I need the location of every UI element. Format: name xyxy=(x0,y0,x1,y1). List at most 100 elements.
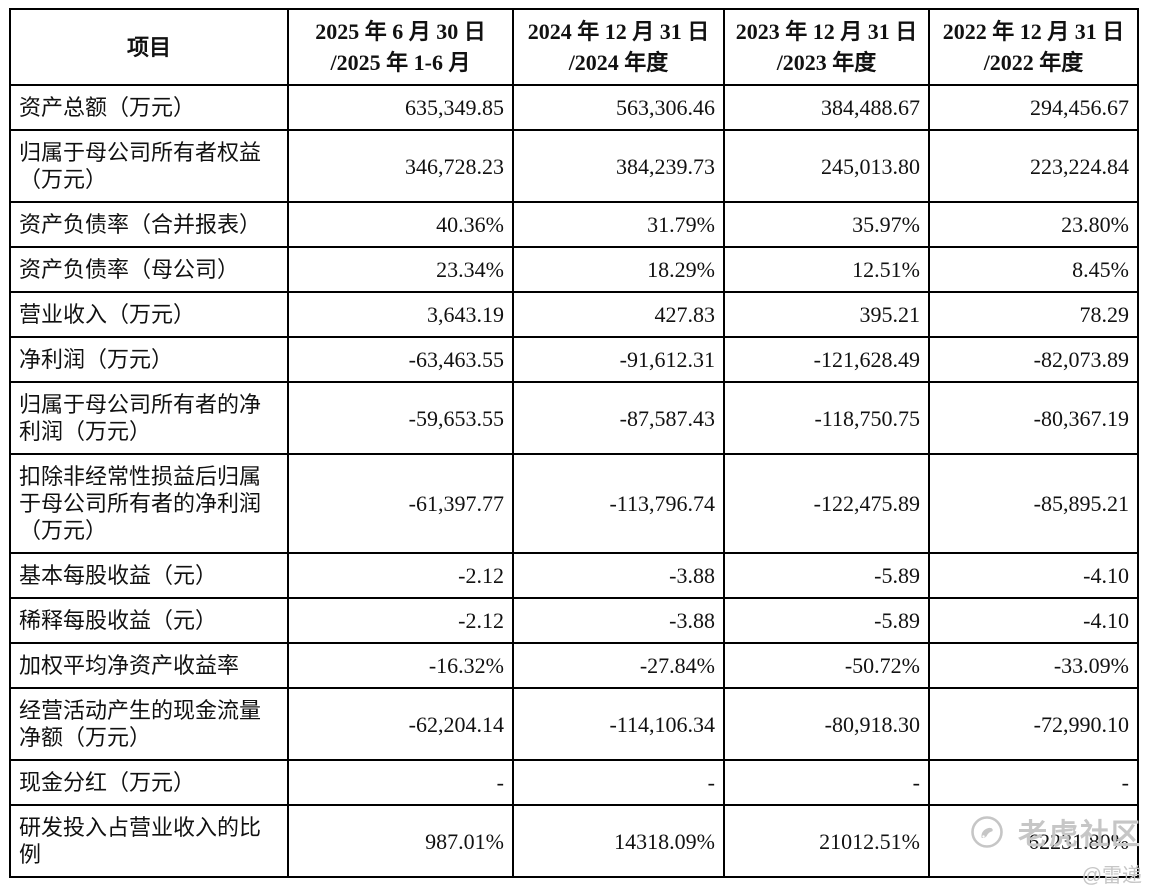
header-period-line2: /2022 年度 xyxy=(983,50,1084,75)
row-value-cell: 40.36% xyxy=(287,201,514,248)
row-value-cell: -5.89 xyxy=(723,552,930,599)
row-item-label: 扣除非经常性损益后归属于母公司所有者的净利润（万元） xyxy=(9,453,289,554)
header-period-line1: 2024 年 12 月 31 日 xyxy=(527,19,710,44)
row-value-cell: -61,397.77 xyxy=(287,453,514,554)
row-value-cell: -72,990.10 xyxy=(928,687,1139,761)
row-value-cell: 384,239.73 xyxy=(512,129,725,203)
table-row: 归属于母公司所有者的净利润（万元） -59,653.55 -87,587.43 … xyxy=(9,381,1139,455)
row-value-cell: -118,750.75 xyxy=(723,381,930,455)
row-item-label: 归属于母公司所有者权益（万元） xyxy=(9,129,289,203)
row-value-cell: - xyxy=(723,759,930,806)
row-value-cell: -80,918.30 xyxy=(723,687,930,761)
row-value-cell: - xyxy=(512,759,725,806)
row-value-cell: 384,488.67 xyxy=(723,84,930,131)
row-value-cell: -87,587.43 xyxy=(512,381,725,455)
row-value-cell: -2.12 xyxy=(287,597,514,644)
financial-summary-table: 项目 2025 年 6 月 30 日 /2025 年 1-6 月 2024 年 … xyxy=(9,8,1139,878)
row-value-cell: 62231.80% xyxy=(928,804,1139,878)
table-row: 基本每股收益（元） -2.12 -3.88 -5.89 -4.10 xyxy=(9,552,1139,599)
row-item-label: 经营活动产生的现金流量净额（万元） xyxy=(9,687,289,761)
row-value-cell: 987.01% xyxy=(287,804,514,878)
header-period-cell: 2023 年 12 月 31 日 /2023 年度 xyxy=(723,8,930,86)
row-value-cell: 12.51% xyxy=(723,246,930,293)
row-value-cell: -122,475.89 xyxy=(723,453,930,554)
header-row: 项目 2025 年 6 月 30 日 /2025 年 1-6 月 2024 年 … xyxy=(9,8,1139,86)
header-period-line1: 2022 年 12 月 31 日 xyxy=(942,19,1125,44)
table-row: 稀释每股收益（元） -2.12 -3.88 -5.89 -4.10 xyxy=(9,597,1139,644)
header-period-line2: /2025 年 1-6 月 xyxy=(330,50,471,75)
row-value-cell: - xyxy=(287,759,514,806)
row-value-cell: -33.09% xyxy=(928,642,1139,689)
row-value-cell: 245,013.80 xyxy=(723,129,930,203)
header-period-line2: /2023 年度 xyxy=(776,50,877,75)
row-value-cell: -82,073.89 xyxy=(928,336,1139,383)
table-row: 资产总额（万元） 635,349.85 563,306.46 384,488.6… xyxy=(9,84,1139,131)
table-row: 营业收入（万元） 3,643.19 427.83 395.21 78.29 xyxy=(9,291,1139,338)
table-row: 净利润（万元） -63,463.55 -91,612.31 -121,628.4… xyxy=(9,336,1139,383)
header-period-cell: 2022 年 12 月 31 日 /2022 年度 xyxy=(928,8,1139,86)
row-value-cell: - xyxy=(928,759,1139,806)
row-value-cell: -16.32% xyxy=(287,642,514,689)
row-value-cell: 14318.09% xyxy=(512,804,725,878)
row-value-cell: 23.34% xyxy=(287,246,514,293)
row-value-cell: -50.72% xyxy=(723,642,930,689)
row-value-cell: 223,224.84 xyxy=(928,129,1139,203)
table-row: 加权平均净资产收益率 -16.32% -27.84% -50.72% -33.0… xyxy=(9,642,1139,689)
row-value-cell: 18.29% xyxy=(512,246,725,293)
table-row: 经营活动产生的现金流量净额（万元） -62,204.14 -114,106.34… xyxy=(9,687,1139,761)
table-row: 现金分红（万元） - - - - xyxy=(9,759,1139,806)
row-value-cell: 23.80% xyxy=(928,201,1139,248)
header-period-cell: 2024 年 12 月 31 日 /2024 年度 xyxy=(512,8,725,86)
row-value-cell: -91,612.31 xyxy=(512,336,725,383)
row-item-label: 现金分红（万元） xyxy=(9,759,289,806)
row-item-label: 营业收入（万元） xyxy=(9,291,289,338)
row-item-label: 资产负债率（合并报表） xyxy=(9,201,289,248)
row-value-cell: 427.83 xyxy=(512,291,725,338)
row-value-cell: -59,653.55 xyxy=(287,381,514,455)
row-item-label: 归属于母公司所有者的净利润（万元） xyxy=(9,381,289,455)
header-period-line1: 2023 年 12 月 31 日 xyxy=(735,19,918,44)
row-item-label: 资产负债率（母公司） xyxy=(9,246,289,293)
row-value-cell: 395.21 xyxy=(723,291,930,338)
row-value-cell: 21012.51% xyxy=(723,804,930,878)
row-item-label: 资产总额（万元） xyxy=(9,84,289,131)
row-value-cell: -4.10 xyxy=(928,597,1139,644)
header-item-cell: 项目 xyxy=(9,8,289,86)
row-item-label: 稀释每股收益（元） xyxy=(9,597,289,644)
row-value-cell: -85,895.21 xyxy=(928,453,1139,554)
row-value-cell: -121,628.49 xyxy=(723,336,930,383)
row-value-cell: -2.12 xyxy=(287,552,514,599)
table-row: 扣除非经常性损益后归属于母公司所有者的净利润（万元） -61,397.77 -1… xyxy=(9,453,1139,554)
header-period-line1: 2025 年 6 月 30 日 xyxy=(315,19,486,44)
table-row: 资产负债率（合并报表） 40.36% 31.79% 35.97% 23.80% xyxy=(9,201,1139,248)
table-row: 归属于母公司所有者权益（万元） 346,728.23 384,239.73 24… xyxy=(9,129,1139,203)
row-value-cell: 31.79% xyxy=(512,201,725,248)
row-value-cell: 635,349.85 xyxy=(287,84,514,131)
table-body: 资产总额（万元） 635,349.85 563,306.46 384,488.6… xyxy=(9,84,1139,878)
row-value-cell: -5.89 xyxy=(723,597,930,644)
row-value-cell: 294,456.67 xyxy=(928,84,1139,131)
row-value-cell: 78.29 xyxy=(928,291,1139,338)
header-period-cell: 2025 年 6 月 30 日 /2025 年 1-6 月 xyxy=(287,8,514,86)
row-value-cell: -27.84% xyxy=(512,642,725,689)
row-value-cell: -80,367.19 xyxy=(928,381,1139,455)
row-value-cell: -113,796.74 xyxy=(512,453,725,554)
row-value-cell: -63,463.55 xyxy=(287,336,514,383)
row-value-cell: -3.88 xyxy=(512,552,725,599)
header-period-line2: /2024 年度 xyxy=(568,50,669,75)
row-item-label: 研发投入占营业收入的比例 xyxy=(9,804,289,878)
row-item-label: 加权平均净资产收益率 xyxy=(9,642,289,689)
row-item-label: 基本每股收益（元） xyxy=(9,552,289,599)
row-value-cell: 346,728.23 xyxy=(287,129,514,203)
row-value-cell: 3,643.19 xyxy=(287,291,514,338)
row-value-cell: -62,204.14 xyxy=(287,687,514,761)
row-value-cell: -4.10 xyxy=(928,552,1139,599)
row-value-cell: -114,106.34 xyxy=(512,687,725,761)
table-row: 研发投入占营业收入的比例 987.01% 14318.09% 21012.51%… xyxy=(9,804,1139,878)
row-value-cell: 8.45% xyxy=(928,246,1139,293)
row-value-cell: -3.88 xyxy=(512,597,725,644)
row-value-cell: 35.97% xyxy=(723,201,930,248)
table-row: 资产负债率（母公司） 23.34% 18.29% 12.51% 8.45% xyxy=(9,246,1139,293)
row-value-cell: 563,306.46 xyxy=(512,84,725,131)
